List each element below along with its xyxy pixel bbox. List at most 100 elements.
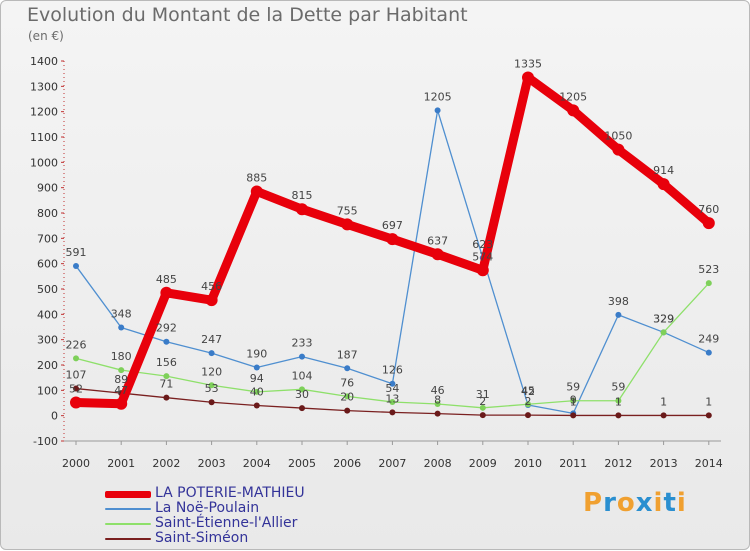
x-tick-label: 2009 — [469, 457, 497, 470]
y-tick-label: 1300 — [30, 80, 58, 93]
chart-subtitle: (en €) — [28, 29, 64, 43]
data-point — [434, 401, 441, 408]
data-point — [434, 410, 441, 417]
data-point — [389, 380, 396, 387]
data-point — [702, 217, 715, 230]
data-label: 1335 — [514, 57, 542, 70]
data-label: 13 — [385, 392, 399, 405]
legend-swatch — [105, 523, 151, 525]
chart-title: Evolution du Montant de la Dette par Hab… — [27, 4, 468, 26]
data-label: 398 — [608, 295, 629, 308]
x-tick-label: 2012 — [604, 457, 632, 470]
data-label: 1 — [705, 395, 712, 408]
data-point — [299, 405, 305, 412]
data-label: 1050 — [604, 130, 632, 143]
data-label: 46 — [431, 384, 445, 397]
data-point — [567, 104, 580, 117]
data-point — [118, 367, 125, 374]
data-label: 233 — [292, 337, 313, 350]
data-point — [344, 407, 351, 414]
data-label: 20 — [340, 391, 354, 404]
legend-label: La Noë-Poulain — [155, 500, 260, 516]
x-tick-label: 2013 — [650, 457, 678, 470]
data-point — [431, 248, 444, 261]
data-label: 456 — [201, 280, 222, 293]
data-label: 30 — [295, 388, 309, 401]
data-point — [570, 412, 577, 419]
data-point — [615, 311, 622, 318]
y-tick-label: 1000 — [30, 156, 58, 169]
data-point — [163, 338, 170, 345]
data-label: 94 — [250, 372, 264, 385]
data-point — [525, 412, 531, 419]
y-tick-label: 200 — [37, 359, 58, 372]
x-tick-label: 2005 — [288, 457, 316, 470]
data-label: 42 — [521, 385, 535, 398]
data-label: 120 — [201, 365, 222, 378]
data-label: 59 — [566, 381, 580, 394]
data-point — [163, 373, 170, 380]
data-label: 329 — [653, 312, 674, 325]
data-point — [660, 412, 667, 419]
data-point — [208, 399, 215, 406]
data-label: 45 — [521, 384, 535, 397]
data-label: 187 — [337, 348, 358, 361]
data-label: 126 — [382, 364, 403, 377]
data-label: 348 — [111, 308, 132, 321]
y-tick-label: 1400 — [30, 55, 58, 68]
y-tick-label: 400 — [37, 308, 58, 321]
data-point — [386, 233, 399, 246]
data-label: 329 — [653, 312, 674, 325]
data-label: 76 — [340, 376, 354, 389]
data-label: 47 — [114, 384, 128, 397]
data-label: 71 — [159, 378, 173, 391]
y-tick-label: 300 — [37, 334, 58, 347]
data-label: 591 — [66, 246, 87, 259]
y-tick-label: 0 — [51, 410, 58, 423]
data-point — [163, 394, 170, 401]
data-point — [344, 365, 351, 372]
data-point — [250, 185, 263, 198]
x-tick-label: 2002 — [152, 457, 180, 470]
data-label: 249 — [698, 333, 719, 346]
data-point — [160, 286, 173, 299]
data-label: 292 — [156, 322, 177, 335]
data-point — [253, 388, 260, 395]
data-point — [208, 382, 215, 389]
data-point — [299, 386, 305, 393]
y-tick-label: 900 — [37, 182, 58, 195]
data-label: 755 — [337, 204, 358, 217]
data-label: 1 — [570, 395, 577, 408]
y-tick-label: 800 — [37, 207, 58, 220]
y-tick-label: 500 — [37, 283, 58, 296]
data-label: 485 — [156, 273, 177, 286]
data-point — [434, 107, 441, 114]
data-label: 2 — [525, 395, 532, 408]
y-tick-label: 1200 — [30, 106, 58, 119]
data-label: 8 — [434, 394, 441, 407]
data-label: 1 — [660, 395, 667, 408]
data-label: 247 — [201, 333, 222, 346]
data-point — [479, 412, 486, 419]
y-tick-label: 1100 — [30, 131, 58, 144]
data-point — [570, 397, 577, 404]
data-label: 31 — [476, 388, 490, 401]
data-point — [253, 402, 260, 409]
data-point — [612, 143, 625, 156]
data-label: 190 — [246, 348, 267, 361]
data-point — [389, 409, 396, 416]
data-label: 574 — [472, 250, 493, 263]
data-label: 89 — [114, 373, 128, 386]
data-label: 59 — [611, 381, 625, 394]
y-tick-label: 100 — [37, 384, 58, 397]
data-point — [344, 393, 351, 400]
y-tick-label: 700 — [37, 232, 58, 245]
data-label: 1 — [615, 395, 622, 408]
x-tick-label: 2001 — [107, 457, 135, 470]
data-label: 53 — [205, 382, 219, 395]
data-point — [522, 71, 534, 84]
x-tick-label: 2007 — [378, 457, 406, 470]
legend-label: Saint-Étienne-l'Allier — [155, 515, 298, 531]
data-label: 815 — [292, 189, 313, 202]
